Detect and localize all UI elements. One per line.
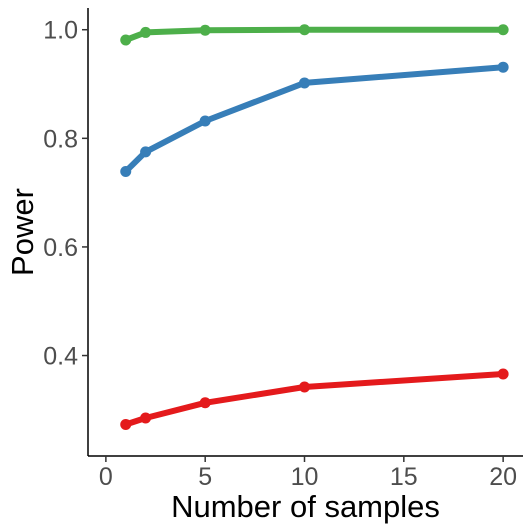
series-2-point [199, 115, 211, 127]
series-3-point [497, 368, 509, 380]
y-axis-ticks: 0.4 0.6 0.8 1.0 [43, 17, 88, 371]
series-2-point [140, 146, 152, 158]
x-tick-label: 15 [390, 463, 418, 491]
chart-marks [120, 24, 509, 431]
series-1-point [120, 34, 132, 46]
series-3-point [120, 419, 132, 431]
y-tick-label: 1.0 [43, 17, 78, 45]
x-axis-ticks: 0 5 10 15 20 [99, 456, 517, 491]
series-2-point [299, 77, 311, 89]
series-1-point [199, 24, 211, 36]
series-3-point [140, 412, 152, 424]
series-1-point [497, 24, 509, 36]
y-tick-label: 0.6 [43, 234, 78, 262]
x-tick-label: 20 [489, 463, 517, 491]
series-3-point [199, 397, 211, 409]
series-1-line [122, 26, 507, 43]
y-tick-label: 0.8 [43, 125, 78, 153]
series-2-line [122, 64, 507, 175]
series-3-point [299, 381, 311, 393]
x-tick-label: 5 [198, 463, 212, 491]
x-tick-label: 0 [99, 463, 113, 491]
y-axis-title: Power [5, 188, 40, 276]
y-tick-label: 0.4 [43, 343, 78, 371]
series-3-line [122, 371, 507, 428]
series-1-point [299, 24, 311, 36]
series-2-point [497, 61, 509, 73]
x-axis-title: Number of samples [171, 489, 440, 524]
series-1-point [140, 26, 152, 38]
x-tick-label: 10 [291, 463, 319, 491]
series-2-point [120, 165, 132, 177]
